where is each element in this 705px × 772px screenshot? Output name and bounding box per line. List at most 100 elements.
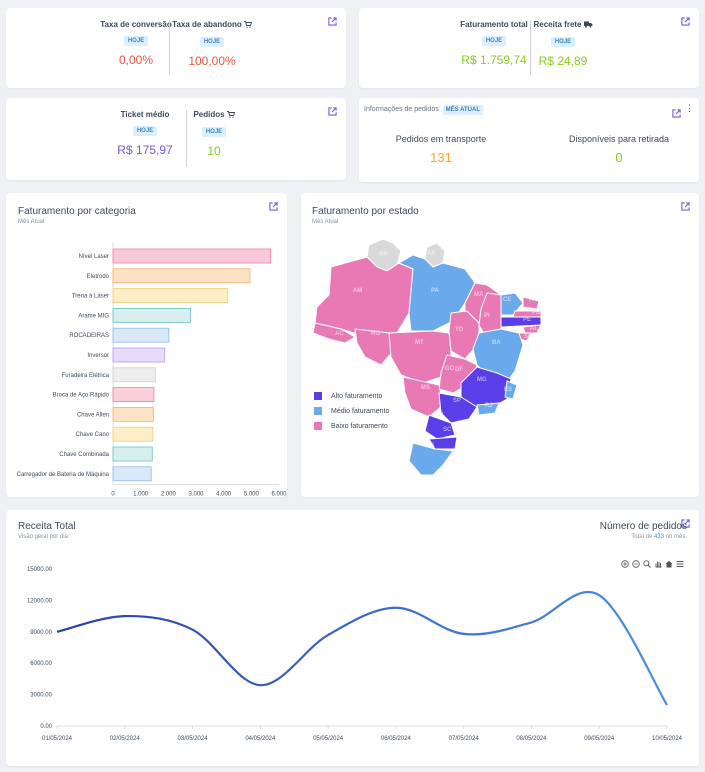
zoom-in-icon[interactable] (621, 555, 629, 573)
legend-high: Alto faturamento (314, 392, 382, 400)
bar-0[interactable] (112, 248, 272, 264)
conversion-badge: HOJE (123, 36, 149, 46)
state-map-title: Faturamento por estado (312, 206, 419, 217)
magnifier-icon[interactable] (643, 555, 651, 573)
external-link-icon[interactable] (681, 17, 691, 27)
category-label: Broca de Aço Rápido (53, 393, 110, 399)
x-tick-label: 3.000 (188, 492, 204, 498)
cart-icon (226, 111, 235, 120)
brazil-map[interactable] (301, 193, 699, 497)
bar-1[interactable] (112, 268, 251, 284)
state-map-subtitle: Mês Atual (312, 219, 339, 225)
order-info-card: Informações de pedidos MÊS ATUAL ⋮ Pedid… (359, 98, 699, 182)
bar-10[interactable] (112, 446, 153, 462)
state-PB (512, 310, 542, 318)
chart-toolbar (621, 555, 684, 573)
category-label: Trena à Laser (72, 294, 109, 300)
category-label: Arame MIG (78, 313, 109, 319)
shipping-label-row: Receita frete (523, 20, 603, 30)
legend-low: Baixo faturamento (314, 422, 388, 430)
external-link-icon[interactable] (328, 107, 338, 117)
bar-9[interactable] (112, 426, 154, 442)
category-chart-subtitle: Mês Atual (18, 219, 45, 225)
billing-block: Faturamento total HOJE R$ 1.759,74 (454, 20, 534, 67)
in-transit-value: 131 (430, 150, 452, 165)
home-reset-icon[interactable] (665, 555, 673, 573)
order-info-badge: MÊS ATUAL (442, 105, 484, 115)
ticket-block: Ticket médio HOJE R$ 175,97 (105, 110, 185, 157)
divider (530, 20, 531, 75)
kpi-card-conversion: Taxa de conversão HOJE 0,00% Taxa de aba… (6, 8, 346, 88)
legend-low-swatch (314, 422, 322, 430)
billing-badge: HOJE (481, 36, 507, 46)
more-menu-icon[interactable]: ⋮ (685, 103, 694, 113)
bar-11[interactable] (112, 466, 152, 482)
orders-label-row: Pedidos (174, 110, 254, 120)
state-SP (438, 392, 478, 424)
zoom-out-icon[interactable] (632, 555, 640, 573)
ticket-badge: HOJE (132, 126, 158, 136)
abandon-value: 100,00% (188, 54, 236, 68)
bar-3[interactable] (112, 307, 191, 323)
revenue-subtitle: Visão geral por dia (18, 534, 68, 540)
legend-low-label: Baixo faturamento (331, 422, 388, 430)
external-link-icon[interactable] (672, 105, 681, 123)
x-tick-label: 5.000 (244, 492, 260, 498)
legend-medium: Médio faturamento (314, 407, 389, 415)
legend-high-swatch (314, 392, 322, 400)
category-label: Carregador de Bateria de Máquina (17, 472, 110, 478)
abandon-block: Taxa de abandono HOJE 100,00% (172, 20, 252, 68)
x-tick-label: 2.000 (161, 492, 177, 498)
abandon-label: Taxa de abandono (172, 20, 242, 29)
external-link-icon[interactable] (681, 519, 691, 529)
state-MS (402, 376, 444, 418)
pickup-block: Disponíveis para retirada 0 (559, 134, 679, 165)
x-tick-label: 4.000 (216, 492, 232, 498)
external-link-icon[interactable] (269, 202, 279, 212)
state-PR (424, 414, 456, 440)
legend-high-label: Alto faturamento (331, 392, 383, 400)
billing-value: R$ 1.759,74 (461, 53, 527, 67)
orders-block: Pedidos HOJE 10 (174, 110, 254, 158)
bar-4[interactable] (112, 327, 170, 343)
category-label: Furadeira Elétrica (62, 373, 110, 379)
shipping-label: Receita frete (533, 20, 582, 29)
bar-2[interactable] (112, 288, 229, 304)
billing-label: Faturamento total (460, 20, 528, 29)
state-ES (504, 380, 518, 400)
state-RN (522, 296, 540, 310)
abandon-badge: HOJE (199, 37, 225, 47)
state-RJ (476, 402, 500, 416)
truck-icon (583, 21, 593, 30)
external-link-icon[interactable] (328, 17, 338, 27)
external-link-icon[interactable] (681, 202, 691, 212)
pickup-label: Disponíveis para retirada (568, 134, 670, 144)
orders-label: Pedidos (193, 110, 225, 119)
orders-count-number: 433 (653, 534, 664, 540)
bar-5[interactable] (112, 347, 166, 363)
kpi-card-ticket: Ticket médio HOJE R$ 175,97 Pedidos HOJE… (6, 98, 346, 180)
orders-count-prefix: Total de (631, 534, 654, 540)
pan-hand-icon[interactable] (654, 555, 662, 573)
state-AC (312, 322, 356, 344)
orders-value: 10 (207, 144, 221, 158)
x-tick-label: 0 (111, 492, 115, 498)
legend-medium-label: Médio faturamento (331, 407, 390, 415)
bar-7[interactable] (112, 387, 155, 403)
abandon-label-row: Taxa de abandono (172, 20, 252, 30)
bar-6[interactable] (112, 367, 156, 383)
in-transit-block: Pedidos em transporte 131 (379, 134, 503, 165)
x-tick-label: 1.000 (133, 492, 149, 498)
divider (186, 110, 187, 167)
conversion-block: Taxa de conversão HOJE 0,00% (96, 20, 176, 67)
bar-8[interactable] (112, 406, 154, 422)
menu-icon[interactable] (676, 555, 684, 573)
state-AM (314, 256, 414, 336)
order-info-header: Informações de pedidos MÊS ATUAL (364, 105, 484, 115)
state-RO (354, 328, 394, 366)
orders-count-suffix: no mês. (663, 534, 687, 540)
shipping-block: Receita frete HOJE R$ 24,89 (523, 20, 603, 68)
ticket-value: R$ 175,97 (117, 143, 173, 157)
revenue-chart-card: Receita Total Visão geral por dia Número… (6, 510, 699, 766)
state-RS (408, 442, 454, 476)
